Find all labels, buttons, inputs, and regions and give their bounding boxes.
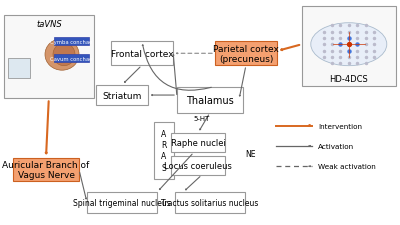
- Text: Frontal cortex: Frontal cortex: [111, 50, 173, 58]
- Text: Auricular Branch of
Vagus Nerve: Auricular Branch of Vagus Nerve: [2, 160, 90, 180]
- FancyBboxPatch shape: [215, 42, 277, 66]
- FancyBboxPatch shape: [111, 42, 173, 66]
- Text: NE: NE: [245, 150, 256, 159]
- Text: A
R
A
S: A R A S: [161, 130, 167, 172]
- Ellipse shape: [45, 39, 79, 71]
- Text: Spinal trigeminal nucleus: Spinal trigeminal nucleus: [73, 198, 171, 207]
- FancyBboxPatch shape: [87, 192, 157, 213]
- FancyBboxPatch shape: [96, 86, 148, 106]
- Text: Striatum: Striatum: [102, 91, 142, 100]
- Text: Locus coeruleus: Locus coeruleus: [164, 161, 232, 170]
- Ellipse shape: [53, 44, 75, 66]
- Text: Cavum conchae: Cavum conchae: [50, 56, 93, 62]
- Text: Intervention: Intervention: [318, 123, 362, 129]
- Text: Activation: Activation: [318, 143, 354, 149]
- FancyBboxPatch shape: [154, 123, 174, 179]
- Text: Tractus solitarius nucleus: Tractus solitarius nucleus: [161, 198, 259, 207]
- Text: Parietal cortex
(precuneus): Parietal cortex (precuneus): [213, 44, 279, 64]
- FancyBboxPatch shape: [177, 87, 243, 113]
- Text: Raphe nuclei: Raphe nuclei: [170, 138, 226, 147]
- FancyBboxPatch shape: [54, 55, 89, 63]
- Text: taVNS: taVNS: [36, 20, 62, 29]
- Circle shape: [311, 24, 387, 66]
- FancyBboxPatch shape: [4, 16, 94, 99]
- Text: Cymba conchae: Cymba conchae: [50, 40, 93, 45]
- Text: Weak activation: Weak activation: [318, 164, 376, 169]
- FancyBboxPatch shape: [13, 158, 79, 182]
- FancyBboxPatch shape: [54, 38, 89, 46]
- FancyBboxPatch shape: [171, 133, 225, 153]
- Text: Thalamus: Thalamus: [186, 95, 234, 105]
- Text: 5-HT: 5-HT: [194, 116, 210, 122]
- Text: HD-4DCS: HD-4DCS: [330, 74, 368, 83]
- FancyBboxPatch shape: [8, 58, 30, 79]
- FancyBboxPatch shape: [175, 192, 245, 213]
- FancyBboxPatch shape: [171, 156, 225, 175]
- FancyBboxPatch shape: [302, 7, 396, 87]
